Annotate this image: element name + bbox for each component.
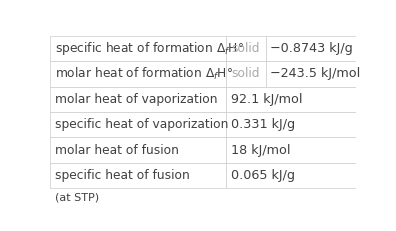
Bar (50, 36, 226, 61)
Text: specific heat of vaporization: specific heat of vaporization (55, 118, 228, 131)
Text: 0.065 kJ/g: 0.065 kJ/g (230, 169, 295, 182)
Bar (266, 36, 356, 61)
Bar (50, 87, 226, 112)
Text: specific heat of fusion: specific heat of fusion (55, 169, 190, 182)
Bar (226, 36, 266, 61)
Text: solid: solid (232, 67, 260, 80)
Bar (226, 87, 356, 112)
Text: 92.1 kJ/mol: 92.1 kJ/mol (230, 93, 302, 106)
Text: specific heat of formation Δ$_{f}$H°: specific heat of formation Δ$_{f}$H° (55, 40, 244, 57)
Text: 0.331 kJ/g: 0.331 kJ/g (230, 118, 295, 131)
Bar (50, 163, 226, 188)
Bar (266, 61, 356, 87)
Bar (50, 112, 226, 137)
Text: molar heat of fusion: molar heat of fusion (55, 144, 179, 157)
Text: molar heat of vaporization: molar heat of vaporization (55, 93, 217, 106)
Text: −243.5 kJ/mol: −243.5 kJ/mol (270, 67, 361, 80)
Text: 18 kJ/mol: 18 kJ/mol (230, 144, 290, 157)
Text: molar heat of formation Δ$_{f}$H°: molar heat of formation Δ$_{f}$H° (55, 66, 233, 82)
Bar (226, 61, 266, 87)
Bar (226, 137, 356, 163)
Bar (226, 163, 356, 188)
Bar (226, 112, 356, 137)
Bar (50, 137, 226, 163)
Text: (at STP): (at STP) (55, 193, 99, 203)
Text: solid: solid (232, 42, 260, 55)
Text: −0.8743 kJ/g: −0.8743 kJ/g (270, 42, 353, 55)
Bar (50, 61, 226, 87)
